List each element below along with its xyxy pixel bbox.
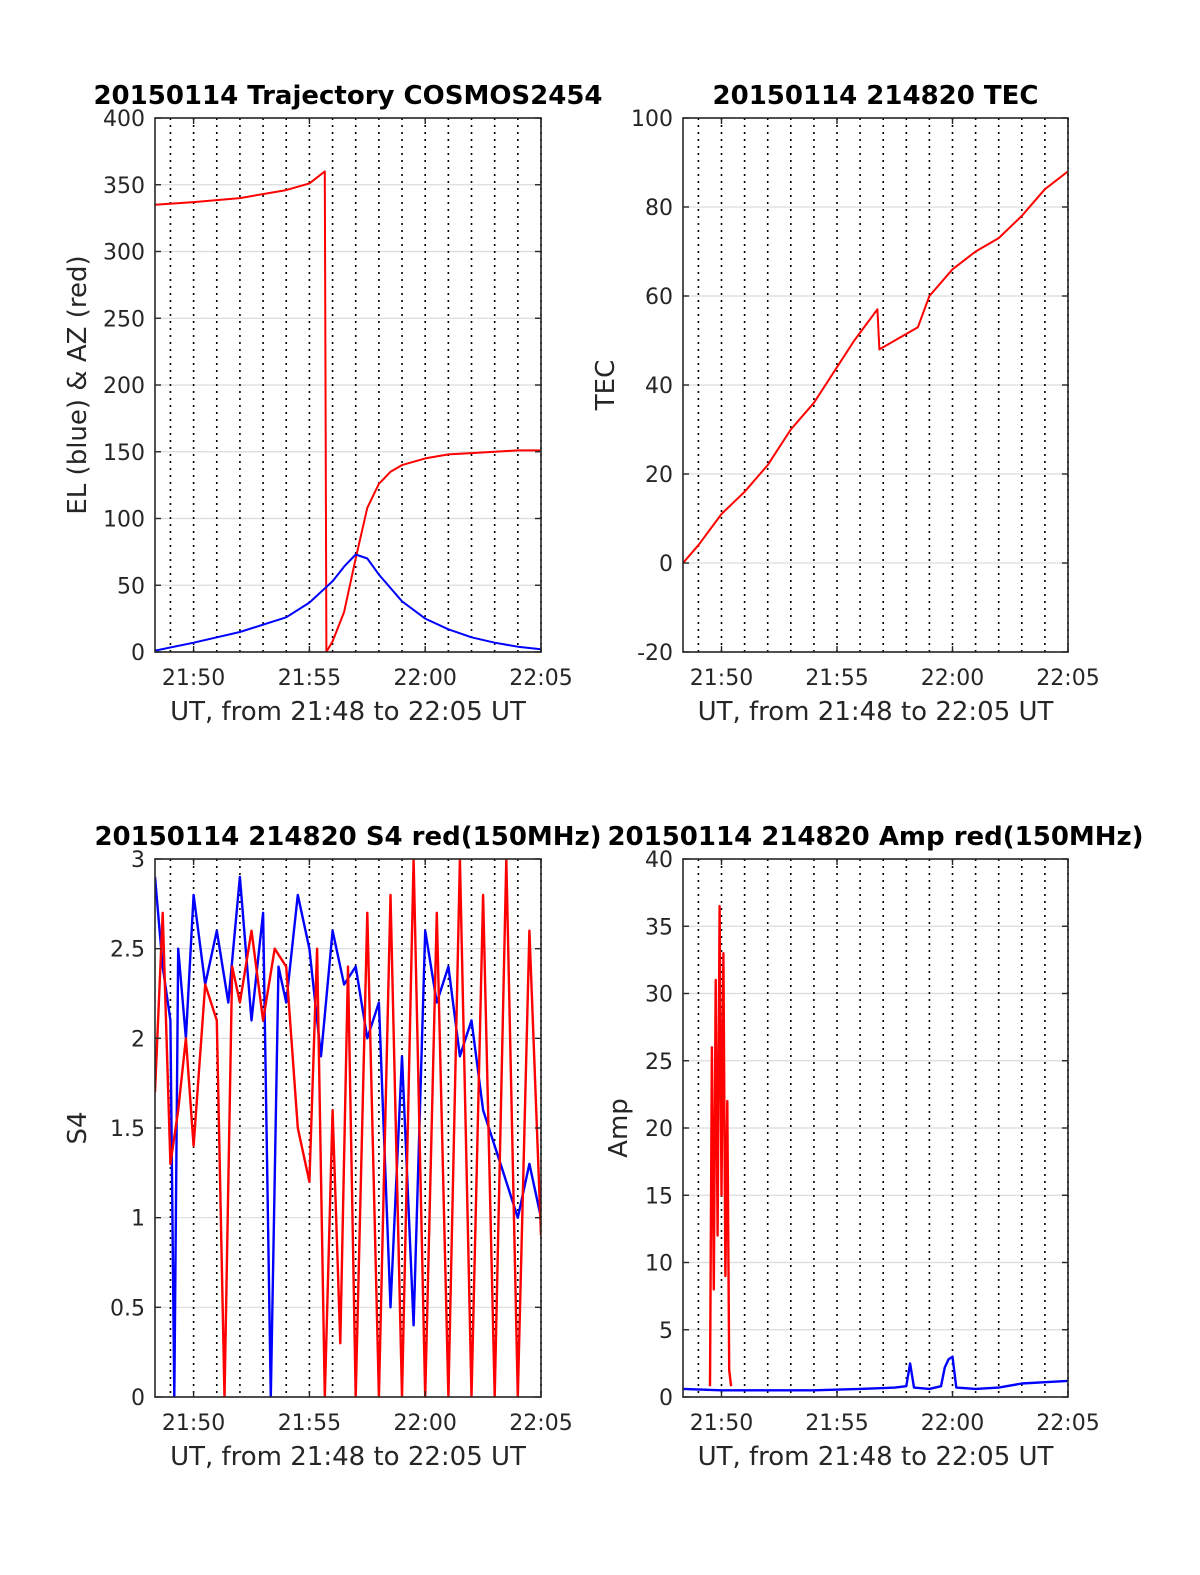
x-axis-label: UT, from 21:48 to 22:05 UT — [698, 697, 1054, 727]
y-tick-label: 1 — [131, 1207, 145, 1232]
x-tick-label: 22:05 — [509, 1411, 572, 1436]
x-tick-label: 21:55 — [278, 1411, 341, 1436]
x-tick-label: 21:55 — [278, 666, 341, 691]
chart-title: 20150114 214820 Amp red(150MHz) — [607, 822, 1143, 852]
y-tick-label: 0 — [131, 641, 145, 666]
x-axis-label: UT, from 21:48 to 22:05 UT — [170, 1442, 526, 1472]
y-axis-label: S4 — [63, 1111, 93, 1144]
y-tick-label: 5 — [659, 1319, 673, 1344]
y-tick-label: 50 — [117, 574, 145, 599]
x-tick-label: 21:50 — [162, 1411, 225, 1436]
y-tick-label: 0 — [659, 552, 673, 577]
y-tick-label: 100 — [631, 107, 673, 132]
x-axis-label: UT, from 21:48 to 22:05 UT — [698, 1442, 1054, 1472]
x-tick-label: 22:05 — [1036, 1411, 1099, 1436]
y-tick-label: 10 — [645, 1252, 673, 1277]
chart-panel-4: 0 5 10 15 20 25 30 35 40 21:50 21:55 22:00 22:05 2015… — [604, 822, 1144, 1472]
x-tick-label: 21:55 — [805, 1411, 868, 1436]
series-group — [155, 170, 541, 652]
x-axis-label: UT, from 21:48 to 22:05 UT — [170, 697, 526, 727]
y-tick-label: 60 — [645, 285, 673, 310]
x-tick-label: 21:50 — [690, 666, 753, 691]
x-tick-label: 22:00 — [393, 666, 456, 691]
series-line-1 — [683, 170, 1068, 564]
x-tick-label: 21:50 — [162, 666, 225, 691]
chart-title: 20150114 214820 S4 red(150MHz) — [94, 822, 601, 852]
y-tick-label: 40 — [645, 848, 673, 873]
y-tick-label: 400 — [103, 107, 145, 132]
x-tick-label: 22:05 — [509, 666, 572, 691]
series-line-1 — [155, 875, 541, 1397]
y-tick-label: 0 — [131, 1386, 145, 1411]
chart-title: 20150114 214820 TEC — [713, 81, 1039, 111]
chart-title: 20150114 Trajectory COSMOS2454 — [93, 81, 602, 111]
series-group — [155, 859, 541, 1397]
series-line-1 — [155, 170, 541, 652]
y-tick-label: 20 — [645, 463, 673, 488]
y-tick-label: -20 — [637, 641, 673, 666]
series-line-1 — [683, 1355, 1068, 1392]
y-tick-label: 1.5 — [110, 1117, 145, 1142]
y-axis-label: Amp — [604, 1098, 634, 1158]
y-tick-label: 200 — [103, 374, 145, 399]
x-tick-label: 22:00 — [921, 666, 984, 691]
y-tick-label: 80 — [645, 196, 673, 221]
series-line-2 — [155, 859, 541, 1397]
y-tick-label: 150 — [103, 441, 145, 466]
y-tick-label: 0 — [659, 1386, 673, 1411]
y-tick-label: 25 — [645, 1050, 673, 1075]
x-tick-label: 22:00 — [393, 1411, 456, 1436]
x-tick-label: 22:05 — [1036, 666, 1099, 691]
y-tick-label: 2 — [131, 1027, 145, 1052]
series-line-2 — [708, 904, 733, 1387]
y-tick-label: 100 — [103, 508, 145, 533]
x-tick-label: 22:00 — [921, 1411, 984, 1436]
y-tick-label: 30 — [645, 983, 673, 1008]
y-tick-label: 35 — [645, 915, 673, 940]
series-line-2 — [155, 553, 541, 652]
y-tick-label: 0.5 — [110, 1296, 145, 1321]
chart-panel-1: 0 50 100 150 200 250 300 350 400 21:50 21:55 22:00 2… — [63, 81, 603, 727]
y-tick-label: 2.5 — [110, 938, 145, 963]
x-tick-label: 21:55 — [805, 666, 868, 691]
y-tick-label: 20 — [645, 1117, 673, 1142]
y-tick-label: 250 — [103, 307, 145, 332]
y-axis-label: TEC — [591, 360, 621, 411]
series-group — [683, 904, 1068, 1392]
chart-panel-3: 0 0.5 1 1.5 2 2.5 3 21:50 21:55 22:00 22:05 2015011… — [63, 822, 602, 1472]
x-tick-label: 21:50 — [690, 1411, 753, 1436]
series-group — [683, 170, 1068, 564]
chart-panel-2: -20 0 20 40 60 80 100 21:50 21:55 22:00 22:05 20150… — [591, 81, 1100, 727]
y-tick-label: 350 — [103, 174, 145, 199]
y-tick-label: 40 — [645, 374, 673, 399]
y-tick-label: 300 — [103, 241, 145, 266]
y-tick-label: 3 — [131, 848, 145, 873]
y-tick-label: 15 — [645, 1184, 673, 1209]
y-axis-label: EL (blue) & AZ (red) — [63, 255, 93, 514]
